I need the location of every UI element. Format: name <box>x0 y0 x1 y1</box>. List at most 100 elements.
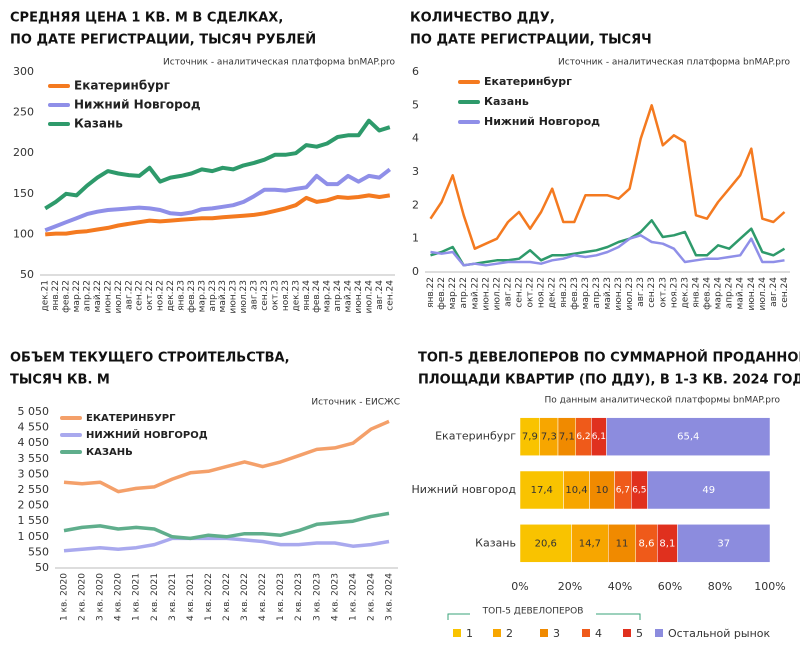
x-tick-label: дек.23 <box>680 277 690 309</box>
legend-label: 2 <box>506 627 513 640</box>
x-tick-label: янв.24 <box>691 277 701 308</box>
series-line <box>63 511 390 541</box>
x-tick-label: апр.23 <box>592 277 602 308</box>
x-tick-label: май.22 <box>93 280 103 312</box>
x-tick-label: мар.23 <box>581 277 591 309</box>
series-line <box>63 536 390 553</box>
series-line <box>430 234 785 267</box>
series-line <box>45 193 391 237</box>
x-tick-label: фев.23 <box>187 280 197 313</box>
x-tick-label: май.24 <box>736 277 746 310</box>
y-tick-label: 550 <box>28 545 49 558</box>
x-tick-label: сен.23 <box>647 277 657 308</box>
value-label: 6,7 <box>616 486 630 496</box>
y-tick-label: 0 <box>412 265 419 278</box>
x-tick-label: авг.22 <box>503 277 513 307</box>
x-tick-label: 100% <box>754 580 785 593</box>
x-tick-label: фев.23 <box>570 277 580 310</box>
x-tick-label: фев.24 <box>312 280 322 313</box>
chart-source: По данным аналитической платформы bnMAP.… <box>545 396 781 406</box>
x-tick-label: авг.22 <box>124 280 134 310</box>
x-tick-label: июн.22 <box>481 277 491 311</box>
value-label: 65,4 <box>677 432 699 443</box>
bar-segment <box>606 417 771 456</box>
x-tick-label: 1 кв. 2024 <box>348 573 358 621</box>
legend-label: Екатеринбург <box>484 75 572 88</box>
chart-title: ТОП-5 ДЕВЕЛОПЕРОВ ПО СУММАРНОЙ ПРОДАННОЙ <box>418 350 800 366</box>
bar-segment <box>563 470 590 510</box>
chart-title: ПО ДАТЕ РЕГИСТРАЦИИ, ТЫСЯЧ <box>410 33 652 48</box>
series-line <box>430 219 786 267</box>
value-label: 49 <box>702 485 715 496</box>
series-line <box>44 167 392 233</box>
x-tick-label: 80% <box>708 580 732 593</box>
x-tick-label: 20% <box>558 580 582 593</box>
x-tick-label: 1 кв. 2021 <box>132 573 142 621</box>
x-tick-label: 3 кв. 2023 <box>312 573 322 621</box>
chart-title: СРЕДНЯЯ ЦЕНА 1 КВ. М В СДЕЛКАХ, <box>10 11 283 26</box>
chart-source: Источник - аналитическая платформа bnMAP… <box>558 58 790 68</box>
x-tick-label: 0% <box>511 580 528 593</box>
legend-label: Казань <box>74 117 123 131</box>
legend-swatch <box>493 629 501 637</box>
x-tick-label: июл.22 <box>492 277 502 311</box>
legend-swatch <box>453 629 461 637</box>
x-tick-label: мар.22 <box>72 280 82 312</box>
legend-label: 3 <box>553 627 560 640</box>
value-label: 37 <box>717 538 730 549</box>
y-tick-label: 1 <box>412 232 419 245</box>
x-tick-label: июн.24 <box>747 277 757 311</box>
y-tick-label: 4 <box>412 132 419 145</box>
x-tick-label: окт.23 <box>270 280 280 311</box>
x-tick-label: июл.24 <box>364 280 374 314</box>
x-tick-label: авг.24 <box>769 277 779 307</box>
x-tick-label: 40% <box>608 580 632 593</box>
x-tick-label: июн.24 <box>354 280 364 314</box>
x-tick-label: янв.23 <box>176 280 186 311</box>
y-tick-label: 3 550 <box>18 452 50 465</box>
chart-title: ПЛОЩАДИ КВАРТИР (ПО ДДУ), В 1-3 КВ. 2024… <box>418 373 800 388</box>
x-tick-label: мар.22 <box>448 277 458 309</box>
x-tick-label: июл.23 <box>239 280 249 314</box>
x-tick-label: июл.23 <box>625 277 635 311</box>
x-tick-label: сен.24 <box>780 277 790 308</box>
chart-title: КОЛИЧЕСТВО ДДУ, <box>410 11 555 26</box>
x-tick-label: ноя.23 <box>281 280 291 311</box>
y-tick-label: 2 550 <box>18 483 50 496</box>
y-tick-label: 5 <box>412 98 419 111</box>
value-label: 6,1 <box>592 432 606 442</box>
x-tick-label: сен.24 <box>385 280 395 311</box>
x-tick-label: 2 кв. 2020 <box>78 573 88 621</box>
y-tick-label: 5 050 <box>18 405 50 418</box>
x-tick-label: июл.24 <box>758 277 768 311</box>
legend-swatch <box>540 629 548 637</box>
x-tick-label: апр.24 <box>333 280 343 312</box>
legend-swatch <box>623 629 631 637</box>
x-tick-label: 3 кв. 2021 <box>168 573 178 621</box>
x-tick-label: сен.22 <box>135 280 145 311</box>
chart-title: ПО ДАТЕ РЕГИСТРАЦИИ, ТЫСЯЧ РУБЛЕЙ <box>10 32 316 48</box>
value-label: 14,7 <box>579 538 601 549</box>
value-label: 7,9 <box>522 432 538 443</box>
series-line <box>429 104 786 250</box>
x-tick-label: фев.22 <box>62 280 72 313</box>
legend-label: Нижний Новгород <box>74 98 201 112</box>
x-tick-label: 2 кв. 2023 <box>294 573 304 621</box>
x-tick-label: 2 кв. 2024 <box>366 573 376 621</box>
legend-label: КАЗАНЬ <box>86 447 133 458</box>
chart-title: ОБЪЕМ ТЕКУЩЕГО СТРОИТЕЛЬСТВА, <box>10 351 290 366</box>
legend-label: Казань <box>484 95 529 108</box>
legend-title: ТОП-5 ДЕВЕЛОПЕРОВ <box>482 607 584 617</box>
value-label: 20,6 <box>535 538 557 549</box>
x-tick-label: 2 кв. 2021 <box>150 573 160 621</box>
x-tick-label: 3 кв. 2022 <box>240 573 250 621</box>
x-tick-label: мар.23 <box>197 280 207 312</box>
x-tick-label: май.24 <box>344 280 354 313</box>
x-tick-label: 60% <box>658 580 682 593</box>
legend-label: НИЖНИЙ НОВГОРОД <box>86 428 208 441</box>
value-label: 10,4 <box>565 485 587 496</box>
y-tick-label: 6 <box>412 65 419 78</box>
x-tick-label: май.23 <box>218 280 228 312</box>
x-tick-label: июн.23 <box>614 277 624 311</box>
value-label: 7,3 <box>541 432 557 443</box>
